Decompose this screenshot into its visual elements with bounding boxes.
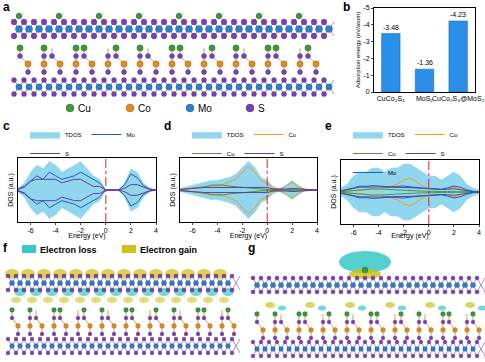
- svg-text:-3.48: -3.48: [383, 24, 399, 31]
- svg-text:-1: -1: [363, 72, 369, 79]
- svg-text:Mo: Mo: [198, 103, 212, 114]
- svg-text:TDOS: TDOS: [388, 132, 405, 138]
- html-text:f: f: [3, 241, 7, 255]
- svg-text:TDOS: TDOS: [227, 132, 244, 138]
- svg-text:-2: -2: [239, 227, 245, 234]
- svg-text:DOS (a.u.): DOS (a.u.): [330, 175, 338, 208]
- svg-text:S: S: [280, 151, 284, 157]
- svg-text:Co: Co: [450, 132, 458, 138]
- svg-text:-6: -6: [189, 227, 195, 234]
- svg-text:4: 4: [315, 227, 319, 234]
- svg-text:-6: -6: [27, 227, 33, 234]
- html-text:c: c: [3, 119, 10, 133]
- html-text:b: b: [343, 0, 351, 14]
- svg-text:-4: -4: [376, 229, 382, 236]
- svg-text:Cu: Cu: [227, 151, 235, 157]
- html-text:d: d: [164, 119, 172, 133]
- svg-text:Mo: Mo: [388, 170, 397, 176]
- svg-text:Energy (eV): Energy (eV): [230, 232, 267, 240]
- svg-text:4: 4: [154, 227, 158, 234]
- svg-text:CuCo₂S₄: CuCo₂S₄: [377, 95, 405, 102]
- svg-text:DOS (a.u.): DOS (a.u.): [169, 173, 177, 206]
- svg-text:S: S: [258, 103, 265, 114]
- svg-text:0: 0: [366, 88, 370, 95]
- svg-text:Electron loss: Electron loss: [40, 245, 97, 255]
- svg-text:0: 0: [265, 227, 269, 234]
- html-text:g: g: [248, 241, 256, 255]
- svg-text:Co: Co: [138, 103, 151, 114]
- svg-text:-4: -4: [53, 227, 59, 234]
- svg-text:-1.36: -1.36: [417, 59, 433, 66]
- html-text:a: a: [3, 0, 10, 14]
- svg-text:2: 2: [452, 229, 456, 236]
- svg-text:-4: -4: [214, 227, 220, 234]
- svg-text:0: 0: [104, 227, 108, 234]
- svg-text:-3: -3: [363, 38, 369, 45]
- svg-text:MoS₂: MoS₂: [416, 95, 433, 102]
- svg-text:TDOS: TDOS: [65, 132, 82, 138]
- svg-text:Electron gain: Electron gain: [140, 245, 197, 255]
- html-text:e: e: [325, 119, 332, 133]
- svg-text:0: 0: [427, 229, 431, 236]
- svg-text:Cu: Cu: [78, 103, 91, 114]
- svg-text:Energy (eV): Energy (eV): [68, 232, 105, 240]
- svg-text:S: S: [441, 151, 445, 157]
- svg-text:Adsorption energy (eV/atom): Adsorption energy (eV/atom): [355, 12, 361, 89]
- svg-text:4: 4: [477, 229, 481, 236]
- svg-text:-6: -6: [350, 229, 356, 236]
- svg-text:-5: -5: [363, 4, 369, 11]
- svg-text:Co: Co: [289, 132, 297, 138]
- svg-text:-2: -2: [401, 229, 407, 236]
- svg-text:-4.23: -4.23: [450, 11, 466, 18]
- svg-text:-2: -2: [78, 227, 84, 234]
- svg-text:Cu: Cu: [388, 151, 396, 157]
- svg-text:-4: -4: [363, 21, 369, 28]
- svg-text:CuCo₂S₄@MoS₂: CuCo₂S₄@MoS₂: [432, 95, 485, 102]
- svg-text:2: 2: [129, 227, 133, 234]
- svg-text:2: 2: [290, 227, 294, 234]
- svg-text:S: S: [65, 151, 69, 157]
- svg-text:DOS (a.u.): DOS (a.u.): [7, 173, 15, 206]
- svg-text:-2: -2: [363, 55, 369, 62]
- svg-text:Energy (eV): Energy (eV): [391, 232, 428, 240]
- svg-text:Mo: Mo: [127, 132, 136, 138]
